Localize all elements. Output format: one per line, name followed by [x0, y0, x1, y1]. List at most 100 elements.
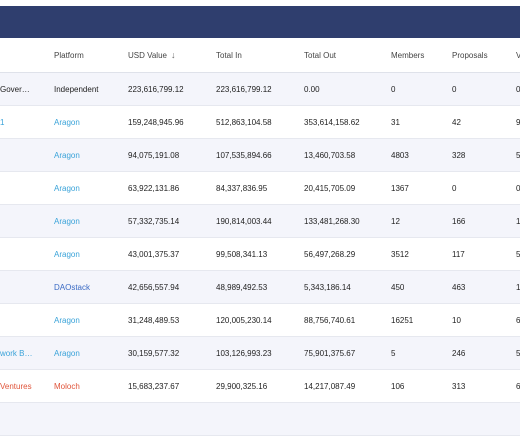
total-in-cell: 84,337,836.95	[216, 183, 268, 193]
platform-link[interactable]: Aragon	[54, 249, 80, 259]
more-cell: 6	[516, 381, 520, 391]
more-cell: 1	[516, 216, 520, 226]
platform-link[interactable]: Aragon	[54, 150, 80, 160]
dao-name[interactable]	[0, 238, 48, 270]
total-out-cell: 5,343,186.14	[304, 282, 351, 292]
members-cell: 1367	[391, 183, 409, 193]
more-cell: 5	[516, 348, 520, 358]
dao-name[interactable]: work B…	[0, 348, 33, 358]
usd-value-cell: 63,922,131.86	[128, 183, 180, 193]
total-out-cell: 75,901,375.67	[304, 348, 356, 358]
platform-link[interactable]: Aragon	[54, 117, 80, 127]
table-row[interactable]: Aragon 31,248,489.53 120,005,230.14 88,7…	[0, 304, 520, 337]
dao-name[interactable]: Gover…	[0, 84, 30, 94]
dao-name[interactable]	[0, 304, 48, 336]
usd-value-cell: 159,248,945.96	[128, 117, 184, 127]
column-header-total-in[interactable]: Total In	[216, 50, 242, 60]
column-header-more[interactable]: V	[516, 50, 520, 60]
table-row[interactable]: DAOstack 42,656,557.94 48,989,492.53 5,3…	[0, 271, 520, 304]
dao-name[interactable]	[0, 205, 48, 237]
dao-name[interactable]	[0, 139, 48, 171]
total-out-cell: 88,756,740.61	[304, 315, 356, 325]
members-cell: 31	[391, 117, 400, 127]
proposals-cell: 42	[452, 117, 461, 127]
usd-value-cell: 57,332,735.14	[128, 216, 180, 226]
proposals-cell: 313	[452, 381, 466, 391]
total-out-cell: 0.00	[304, 84, 320, 94]
usd-value-cell: 43,001,375.37	[128, 249, 180, 259]
total-in-cell: 103,126,993.23	[216, 348, 272, 358]
total-out-cell: 14,217,087.49	[304, 381, 356, 391]
platform-link[interactable]: Aragon	[54, 183, 80, 193]
members-cell: 5	[391, 348, 396, 358]
total-out-cell: 353,614,158.62	[304, 117, 360, 127]
dao-name[interactable]: Ventures	[0, 381, 32, 391]
proposals-cell: 10	[452, 315, 461, 325]
column-header-usd-value[interactable]: USD Value ↓	[128, 38, 210, 72]
members-cell: 0	[391, 84, 396, 94]
total-in-cell: 223,616,799.12	[216, 84, 272, 94]
platform-link[interactable]: Aragon	[54, 315, 80, 325]
total-in-cell: 107,535,894.66	[216, 150, 272, 160]
more-cell: 0	[516, 183, 520, 193]
platform-cell: Independent	[54, 84, 99, 94]
column-header-proposals[interactable]: Proposals	[452, 50, 488, 60]
dao-name[interactable]	[0, 172, 48, 204]
header-banner	[0, 6, 520, 38]
members-cell: 4803	[391, 150, 409, 160]
top-strip	[0, 0, 520, 6]
arrow-down-icon[interactable]: ↓	[170, 49, 176, 60]
usd-value-cell: 94,075,191.08	[128, 150, 180, 160]
platform-link[interactable]: Aragon	[54, 216, 80, 226]
total-out-cell: 56,497,268.29	[304, 249, 356, 259]
column-header-members[interactable]: Members	[391, 50, 425, 60]
total-in-cell: 512,863,104.58	[216, 117, 272, 127]
table-row[interactable]: Aragon 43,001,375.37 99,508,341.13 56,49…	[0, 238, 520, 271]
total-out-cell: 13,460,703.58	[304, 150, 356, 160]
total-in-cell: 120,005,230.14	[216, 315, 272, 325]
proposals-cell: 463	[452, 282, 466, 292]
members-cell: 106	[391, 381, 405, 391]
usd-value-cell: 15,683,237.67	[128, 381, 180, 391]
total-out-cell: 20,415,705.09	[304, 183, 356, 193]
usd-value-cell: 30,159,577.32	[128, 348, 180, 358]
dao-table: Platform USD Value ↓ Total In Total Out …	[0, 38, 520, 436]
more-cell: 5	[516, 249, 520, 259]
proposals-cell: 246	[452, 348, 466, 358]
proposals-cell: 0	[452, 183, 457, 193]
table-header: Platform USD Value ↓ Total In Total Out …	[0, 38, 520, 73]
table-row[interactable]: Aragon 57,332,735.14 190,814,003.44 133,…	[0, 205, 520, 238]
total-in-cell: 29,900,325.16	[216, 381, 268, 391]
table-row[interactable]	[0, 403, 520, 436]
table-row[interactable]: Gover… Independent 223,616,799.12 223,61…	[0, 73, 520, 106]
total-in-cell: 190,814,003.44	[216, 216, 272, 226]
column-header-usd-label: USD Value	[128, 50, 167, 60]
usd-value-cell: 223,616,799.12	[128, 84, 184, 94]
table-row[interactable]: 1 Aragon 159,248,945.96 512,863,104.58 3…	[0, 106, 520, 139]
members-cell: 3512	[391, 249, 409, 259]
members-cell: 16251	[391, 315, 414, 325]
table-row[interactable]: work B… Aragon 30,159,577.32 103,126,993…	[0, 337, 520, 370]
table-row[interactable]: Aragon 94,075,191.08 107,535,894.66 13,4…	[0, 139, 520, 172]
table-row[interactable]: Aragon 63,922,131.86 84,337,836.95 20,41…	[0, 172, 520, 205]
total-in-cell: 48,989,492.53	[216, 282, 268, 292]
more-cell: 9	[516, 117, 520, 127]
platform-link[interactable]: Aragon	[54, 348, 80, 358]
table-row[interactable]: Ventures Moloch 15,683,237.67 29,900,325…	[0, 370, 520, 403]
proposals-cell: 166	[452, 216, 466, 226]
dao-name[interactable]: 1	[0, 117, 5, 127]
members-cell: 12	[391, 216, 400, 226]
usd-value-cell: 31,248,489.53	[128, 315, 180, 325]
proposals-cell: 328	[452, 150, 466, 160]
members-cell: 450	[391, 282, 405, 292]
platform-link[interactable]: DAOstack	[54, 282, 91, 292]
more-cell: 6	[516, 315, 520, 325]
dao-name[interactable]	[0, 271, 48, 303]
proposals-cell: 0	[452, 84, 457, 94]
platform-link[interactable]: Moloch	[54, 381, 80, 391]
column-header-total-out[interactable]: Total Out	[304, 50, 337, 60]
total-out-cell: 133,481,268.30	[304, 216, 360, 226]
proposals-cell: 117	[452, 249, 465, 259]
column-header-platform[interactable]: Platform	[54, 50, 84, 60]
usd-value-cell: 42,656,557.94	[128, 282, 180, 292]
